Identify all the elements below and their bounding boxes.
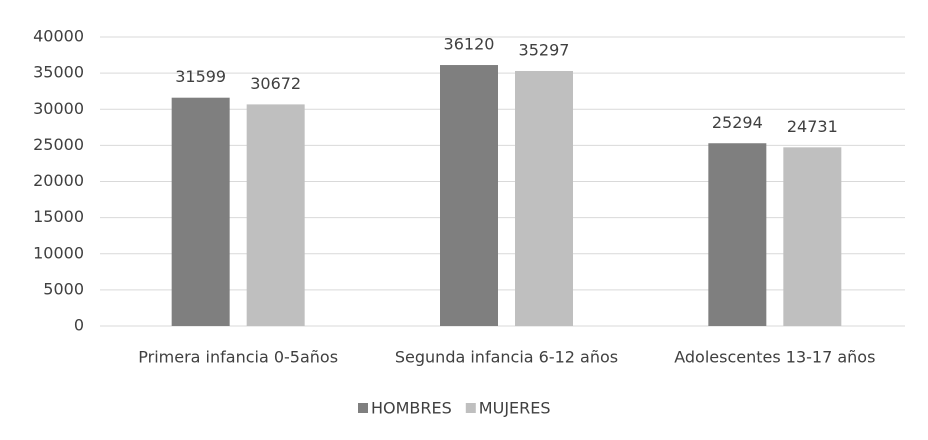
- legend-swatch: [358, 403, 368, 413]
- data-label: 24731: [787, 117, 838, 136]
- bar: [783, 147, 841, 326]
- bar: [172, 98, 230, 326]
- y-tick-label: 25000: [33, 135, 84, 154]
- y-tick-label: 5000: [43, 279, 84, 298]
- data-label: 25294: [712, 113, 763, 132]
- x-tick-label: Primera infancia 0-5años: [138, 348, 338, 367]
- data-label: 36120: [444, 35, 495, 54]
- y-tick-label: 30000: [33, 99, 84, 118]
- bar: [515, 71, 573, 326]
- data-label: 30672: [250, 74, 301, 93]
- y-tick-label: 10000: [33, 243, 84, 262]
- legend-label: MUJERES: [479, 399, 551, 418]
- bar: [440, 65, 498, 326]
- legend-swatch: [466, 403, 476, 413]
- y-tick-label: 35000: [33, 63, 84, 82]
- bar: [708, 143, 766, 326]
- y-tick-label: 15000: [33, 207, 84, 226]
- data-label: 35297: [519, 40, 570, 59]
- x-tick-label: Adolescentes 13-17 años: [674, 348, 875, 367]
- y-tick-label: 40000: [33, 27, 84, 46]
- y-tick-label: 0: [74, 316, 84, 335]
- legend-label: HOMBRES: [371, 399, 452, 418]
- y-tick-label: 20000: [33, 171, 84, 190]
- data-label: 31599: [175, 67, 226, 86]
- legend: HOMBRES MUJERES: [358, 399, 551, 418]
- chart: 0 5000 10000 15000 20000 25000 30000 35000 40000…: [0, 0, 928, 440]
- x-tick-label: Segunda infancia 6-12 años: [395, 348, 618, 367]
- bar: [247, 104, 305, 326]
